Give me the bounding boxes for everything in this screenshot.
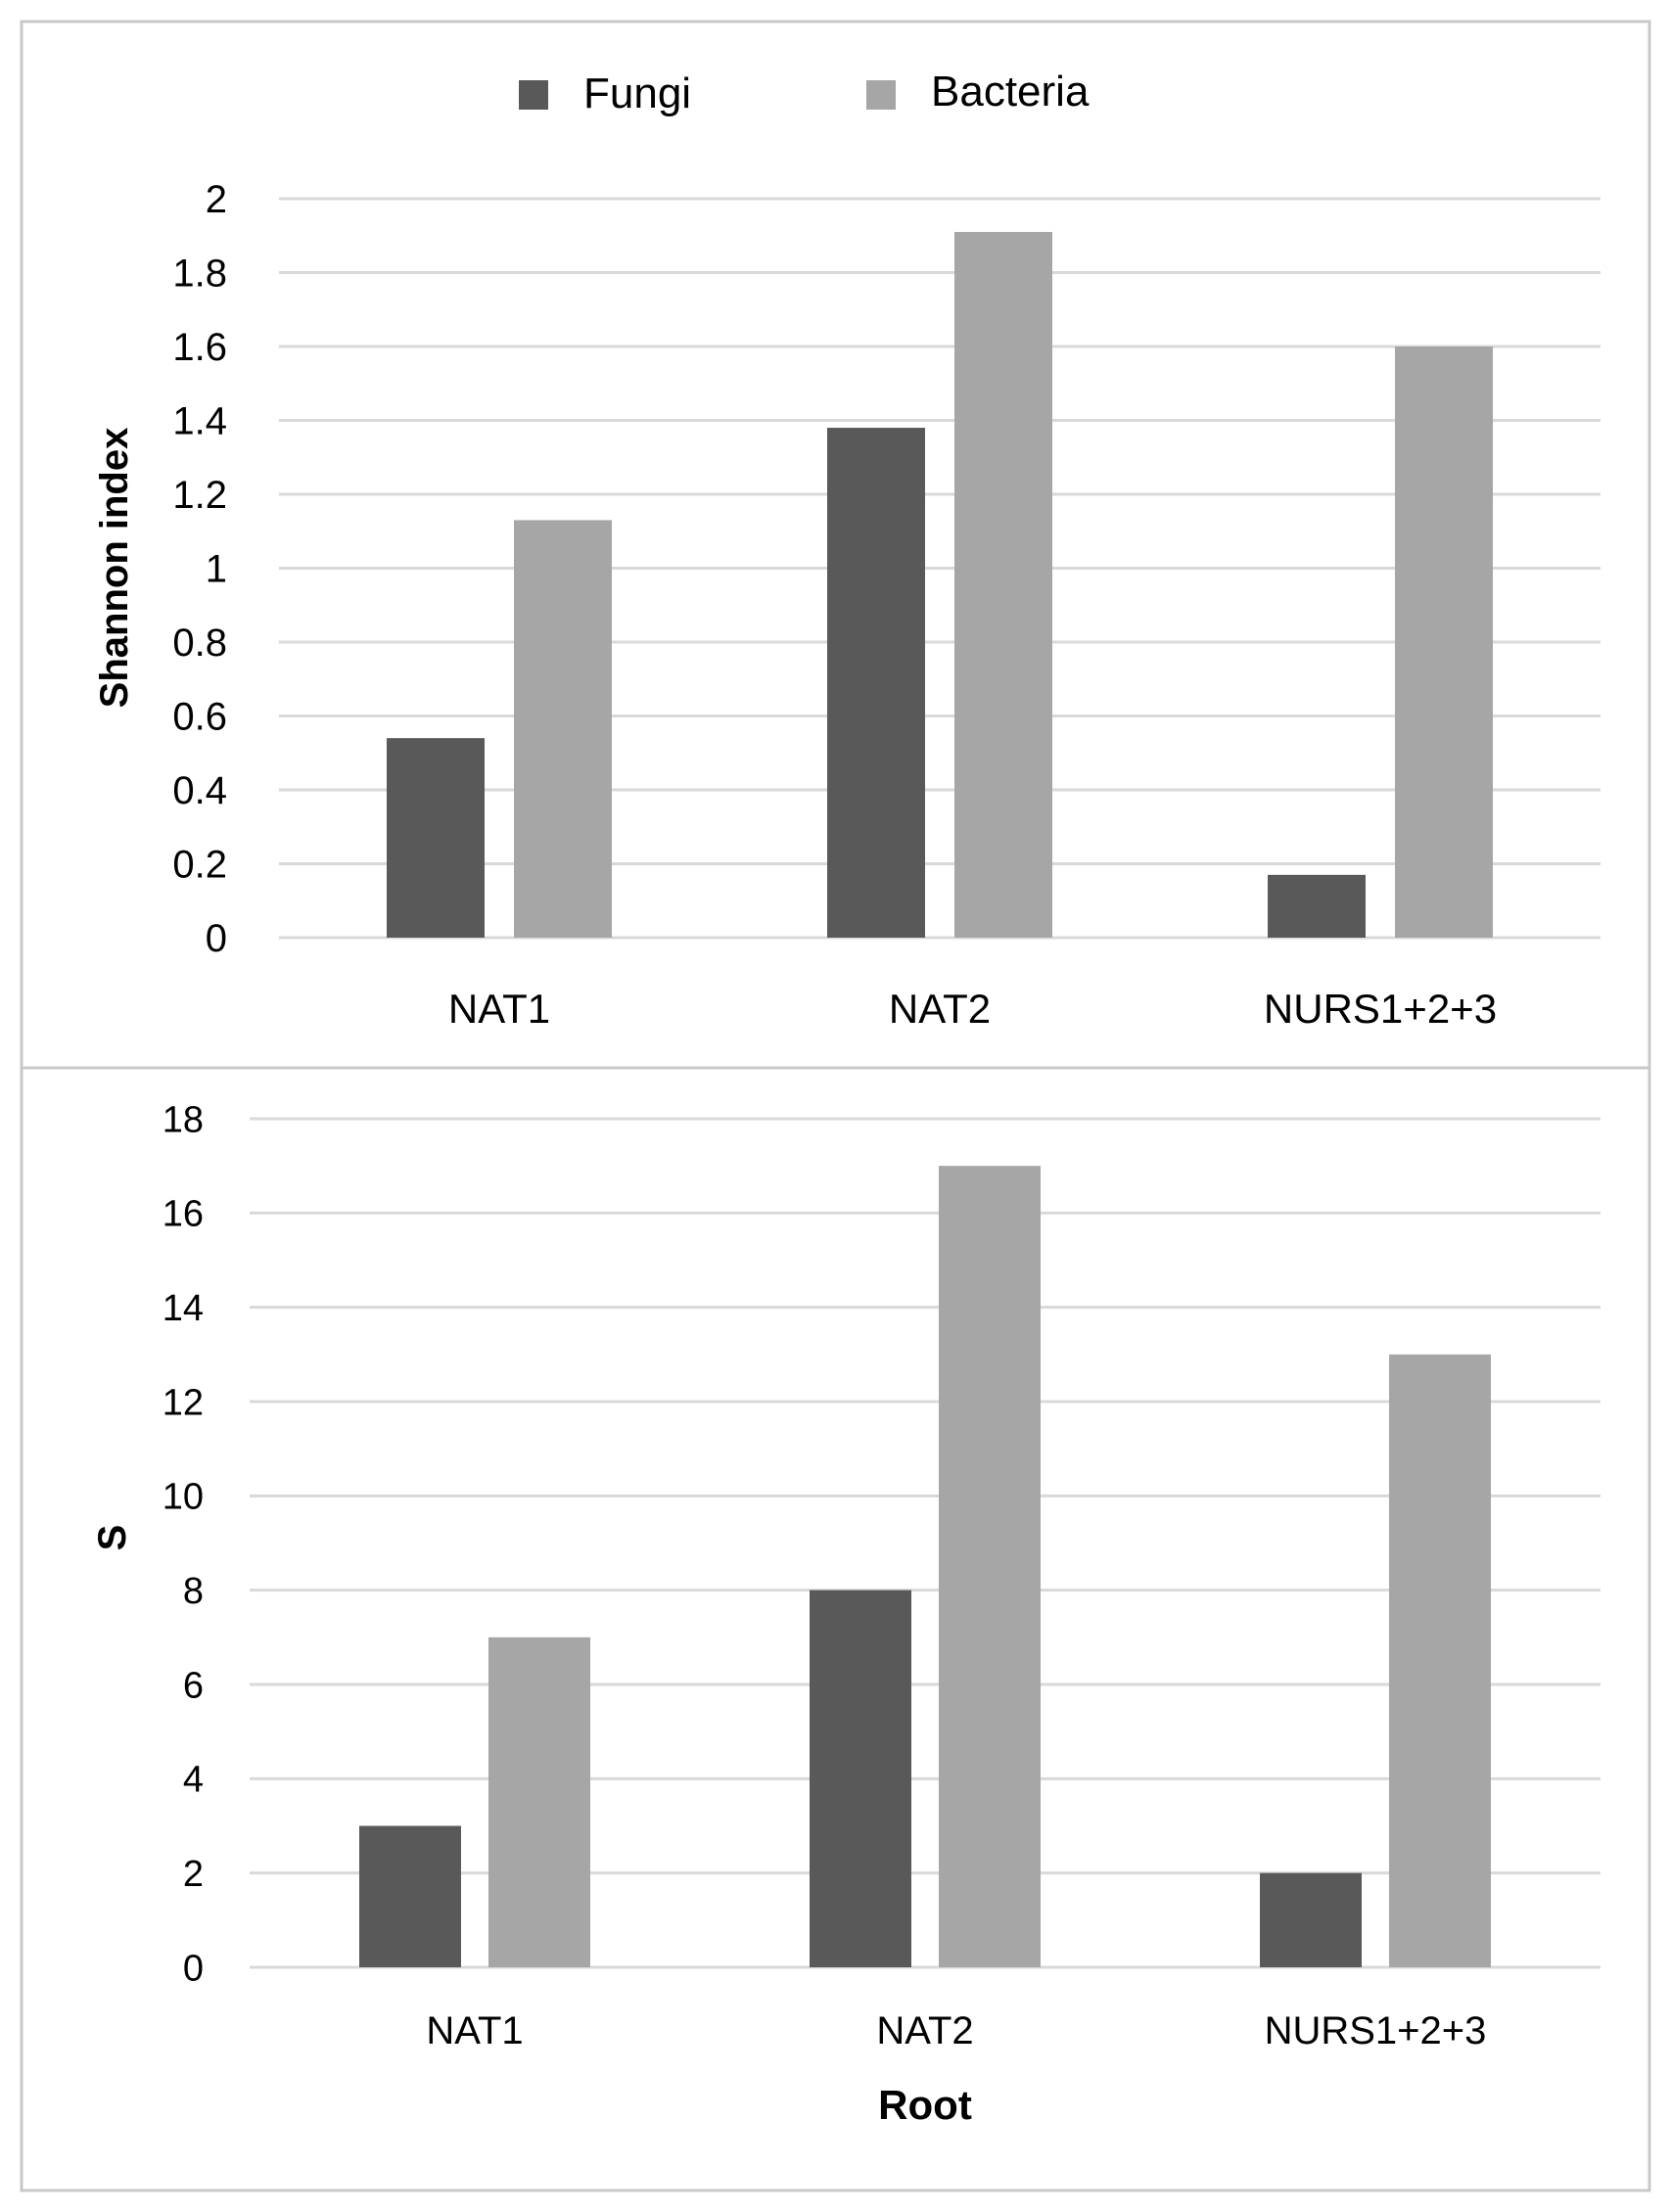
y-tick-label: 4: [183, 1760, 204, 1801]
y-tick-labels: 0 2 4 6 8 10 12 14 16 18: [162, 1099, 204, 1989]
y-tick-label: 0: [206, 917, 227, 960]
category-labels: NAT1 NAT2 NURS1+2+3: [448, 986, 1497, 1032]
y-tick-label: 12: [162, 1382, 204, 1423]
bar-fungi-nat2: [827, 428, 925, 938]
bar-fungi-nat2: [810, 1590, 911, 1967]
bar-bacteria-nat1: [488, 1636, 590, 1967]
y-tick-label: 1.4: [172, 400, 227, 443]
y-tick-label: 8: [183, 1571, 204, 1612]
y-tick-label: 18: [162, 1099, 204, 1140]
category-label: NAT1: [426, 2009, 523, 2052]
y-tick-labels: 0 0.2 0.4 0.6 0.8 1 1.2 1.4 1.6 1.8 2: [172, 178, 227, 960]
legend-label-fungi: Fungi: [583, 69, 691, 117]
legend-swatch-fungi: [519, 80, 548, 110]
bar-bacteria-nat1: [514, 520, 612, 938]
y-tick-label: 0: [183, 1948, 204, 1989]
category-labels: NAT1 NAT2 NURS1+2+3: [426, 2009, 1486, 2052]
y-tick-label: 0.6: [172, 696, 227, 739]
legend-label-bacteria: Bacteria: [931, 68, 1090, 115]
y-tick-label: 0.4: [172, 769, 227, 812]
y-tick-label: 2: [183, 1854, 204, 1895]
y-tick-label: 1.6: [172, 326, 227, 369]
y-tick-label: 2: [206, 178, 227, 221]
category-label: NURS1+2+3: [1264, 986, 1497, 1032]
y-tick-label: 1.8: [172, 253, 227, 296]
gridlines: [250, 1117, 1601, 1969]
y-tick-label: 0.2: [172, 844, 227, 887]
y-tick-label: 0.8: [172, 622, 227, 665]
y-tick-label: 1.2: [172, 474, 227, 517]
bar-bacteria-nurs1-2-3: [1389, 1354, 1491, 1967]
y-axis-label: S: [91, 1525, 134, 1551]
bar-bacteria-nurs1-2-3: [1395, 346, 1493, 938]
y-tick-label: 14: [162, 1288, 204, 1329]
shannon-chart: 0 0.2 0.4 0.6 0.8 1 1.2 1.4 1.6 1.8 2 NAT1 NAT2 NURS…: [93, 178, 1601, 1032]
bar-bacteria-nat2: [954, 231, 1052, 939]
s-chart: 0 2 4 6 8 10 12 14 16 18 NAT1 NAT2 NURS1+2+3 S Root: [91, 1099, 1601, 2128]
bars: [387, 231, 1493, 939]
category-label: NAT2: [876, 2009, 973, 2052]
category-label: NAT1: [448, 986, 550, 1032]
y-tick-label: 10: [162, 1477, 204, 1518]
bar-fungi-nurs1-2-3: [1268, 874, 1366, 938]
bars: [359, 1166, 1491, 1967]
bar-fungi-nat1: [359, 1825, 461, 1967]
legend-swatch-bacteria: [866, 80, 896, 110]
y-axis-label: Shannon index: [93, 428, 136, 709]
bar-bacteria-nat2: [939, 1166, 1041, 1967]
y-tick-label: 1: [206, 548, 227, 591]
legend: Fungi Bacteria: [519, 68, 1090, 117]
gridlines: [279, 197, 1601, 940]
category-label: NURS1+2+3: [1265, 2009, 1487, 2052]
y-tick-label: 6: [183, 1665, 204, 1706]
bar-fungi-nat1: [387, 738, 485, 938]
bar-fungi-nurs1-2-3: [1260, 1872, 1362, 1967]
category-label: NAT2: [889, 986, 991, 1032]
y-tick-label: 16: [162, 1194, 204, 1235]
x-axis-label: Root: [878, 2082, 972, 2128]
